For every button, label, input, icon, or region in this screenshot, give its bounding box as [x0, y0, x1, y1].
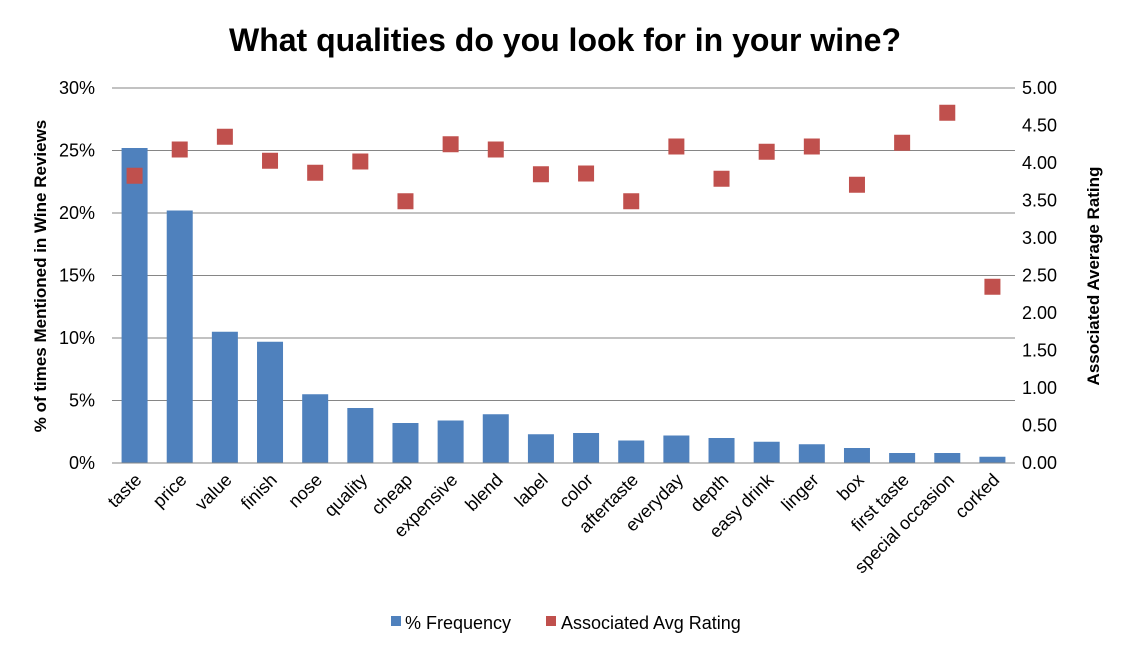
- rating-point: [758, 143, 775, 160]
- right-axis-ticks: 0.00 0.50 1.00 1.50 2.00 2.50 3.00 3.50 4.00 4.50…: [1022, 78, 1057, 473]
- bar: [663, 435, 690, 463]
- y-tick-label: 15%: [59, 266, 95, 286]
- x-tick-label: label: [511, 470, 552, 511]
- rating-point: [171, 141, 188, 158]
- y2-tick-label: 1.50: [1022, 341, 1057, 361]
- x-tick-label: value: [191, 470, 236, 515]
- x-tick-label: price: [149, 470, 191, 512]
- rating-point: [126, 167, 143, 184]
- y-tick-label: 0%: [69, 453, 95, 473]
- rating-point: [262, 152, 279, 169]
- y2-tick-label: 0.50: [1022, 416, 1057, 436]
- x-tick-label: nose: [284, 470, 326, 512]
- bar-series: [121, 148, 1006, 463]
- category-axis-ticks: taste price value finish nosequalitycheapexp…: [104, 469, 1004, 577]
- rating-point: [713, 170, 730, 187]
- bar: [798, 444, 825, 463]
- y2-tick-label: 1.00: [1022, 378, 1057, 398]
- rating-point: [894, 134, 911, 151]
- y-axis-title: % of times Mentioned in Wine Reviews: [31, 120, 50, 433]
- bar: [934, 453, 961, 463]
- bar: [753, 441, 780, 463]
- legend-label-rating: Associated Avg Rating: [561, 613, 741, 633]
- x-tick-label: blend: [461, 470, 506, 515]
- y2-tick-label: 2.00: [1022, 303, 1057, 323]
- rating-point: [216, 128, 233, 145]
- x-tick-label: finish: [237, 470, 281, 514]
- bar: [347, 408, 374, 463]
- rating-point: [307, 164, 324, 181]
- x-tick-label: corked: [951, 470, 1003, 522]
- rating-point: [578, 165, 595, 182]
- legend: % Frequency Associated Avg Rating: [391, 613, 741, 633]
- y2-axis-title: Associated Average Rating: [1084, 167, 1103, 386]
- y2-tick-label: 5.00: [1022, 78, 1057, 98]
- bar: [618, 440, 645, 463]
- legend-swatch-frequency: [391, 616, 401, 626]
- rating-point: [623, 193, 640, 210]
- y-tick-label: 20%: [59, 203, 95, 223]
- y2-tick-label: 2.50: [1022, 266, 1057, 286]
- rating-point: [487, 141, 504, 158]
- bar: [257, 341, 284, 463]
- rating-series: [126, 104, 1001, 295]
- bar: [708, 438, 735, 463]
- bar: [573, 433, 600, 463]
- bar: [392, 423, 419, 463]
- bar: [166, 210, 193, 463]
- y-tick-label: 5%: [69, 391, 95, 411]
- x-tick-label: quality: [320, 470, 371, 521]
- y2-tick-label: 3.50: [1022, 191, 1057, 211]
- rating-point: [939, 104, 956, 121]
- y2-tick-label: 3.00: [1022, 228, 1057, 248]
- rating-point: [352, 153, 369, 170]
- bar: [889, 453, 916, 463]
- y2-tick-label: 0.00: [1022, 453, 1057, 473]
- legend-label-frequency: % Frequency: [405, 613, 511, 633]
- rating-point: [803, 138, 820, 155]
- bar: [121, 148, 148, 463]
- bar: [482, 414, 509, 463]
- bar: [437, 420, 464, 463]
- bar: [211, 331, 238, 463]
- y-tick-label: 10%: [59, 328, 95, 348]
- y-tick-label: 25%: [59, 141, 95, 161]
- x-tick-label: box: [833, 470, 868, 505]
- x-tick-label: color: [555, 470, 597, 512]
- chart-title: What qualities do you look for in your w…: [229, 22, 901, 58]
- bar: [843, 448, 870, 463]
- y2-tick-label: 4.50: [1022, 116, 1057, 136]
- rating-point: [397, 193, 414, 210]
- rating-point: [668, 138, 685, 155]
- rating-point: [532, 166, 549, 183]
- y-tick-label: 30%: [59, 78, 95, 98]
- rating-point: [442, 136, 459, 153]
- gridlines: [112, 87, 1015, 401]
- y2-tick-label: 4.00: [1022, 153, 1057, 173]
- bar: [302, 394, 329, 463]
- bar: [527, 434, 554, 463]
- x-tick-label: linger: [777, 470, 822, 515]
- legend-swatch-rating: [546, 616, 556, 626]
- bar: [979, 456, 1006, 463]
- rating-point: [848, 176, 865, 193]
- rating-point: [984, 278, 1001, 295]
- left-axis-ticks: 0% 5% 10% 15% 20% 25% 30%: [59, 78, 95, 473]
- x-tick-label: taste: [104, 470, 146, 512]
